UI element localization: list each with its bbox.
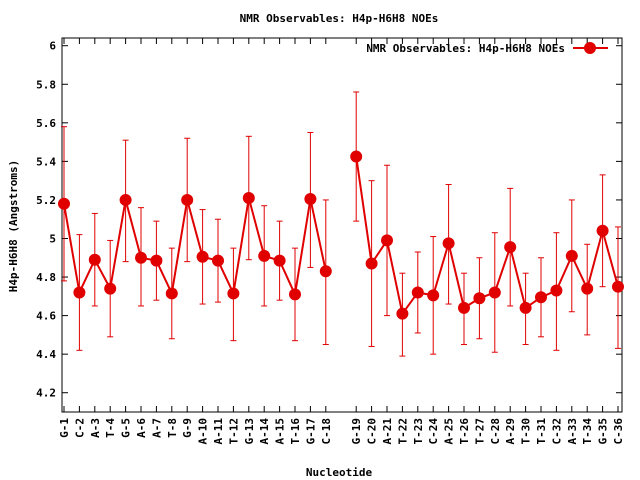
x-tick-label: A-15 (274, 418, 287, 445)
x-tick-label: T-34 (581, 418, 594, 445)
data-point (473, 292, 486, 305)
x-tick-label: A-7 (150, 418, 163, 438)
x-axis-label: Nucleotide (306, 466, 373, 479)
x-tick-label: A-25 (443, 418, 456, 445)
data-point (165, 287, 178, 300)
data-point (442, 237, 455, 250)
data-point (612, 280, 624, 293)
x-tick-label: T-22 (396, 418, 409, 445)
x-tick-label: C-32 (550, 418, 563, 445)
data-point (504, 241, 517, 254)
y-tick-label: 4.4 (36, 348, 56, 361)
x-tick-label: A-33 (566, 418, 579, 445)
data-point (581, 282, 594, 295)
data-point (565, 249, 578, 262)
x-tick-label: A-11 (212, 418, 225, 445)
y-tick-label: 5.4 (36, 155, 56, 168)
x-tick-label: A-6 (135, 418, 148, 438)
x-tick-label: T-23 (412, 418, 425, 445)
data-point (519, 301, 532, 314)
x-tick-label: C-24 (427, 418, 440, 445)
data-point (58, 197, 70, 210)
x-tick-label: A-21 (381, 418, 394, 445)
data-point (396, 307, 409, 320)
data-point (88, 253, 101, 266)
legend-marker (584, 42, 596, 54)
data-point (304, 192, 317, 205)
x-tick-label: T-27 (473, 418, 486, 445)
data-point (119, 193, 132, 206)
data-point (73, 286, 86, 299)
x-tick-label: G-35 (597, 418, 610, 445)
data-point (227, 287, 240, 300)
chart-title: NMR Observables: H4p-H6H8 NOEs (240, 12, 439, 25)
data-point (458, 301, 470, 314)
y-tick-label: 6 (49, 40, 56, 53)
y-axis-label: H4p-H6H8 (Angstroms) (7, 160, 20, 292)
data-point (150, 254, 163, 267)
x-tick-label: C-18 (320, 418, 333, 445)
x-tick-label: C-2 (73, 418, 86, 438)
data-point (427, 289, 440, 302)
y-tick-label: 4.2 (36, 387, 56, 400)
x-tick-label: C-28 (489, 418, 502, 445)
data-point (550, 284, 563, 297)
data-point (135, 251, 147, 264)
x-tick-label: G-13 (243, 418, 256, 445)
y-tick-label: 4.6 (36, 310, 56, 323)
data-point (242, 192, 255, 205)
x-tick-label: A-14 (258, 418, 271, 445)
x-tick-label: T-30 (520, 418, 533, 445)
x-tick-label: G-9 (181, 418, 194, 438)
x-tick-label: G-17 (304, 418, 317, 445)
x-tick-label: T-16 (289, 418, 302, 445)
x-tick-label: T-31 (535, 418, 548, 445)
data-point (181, 193, 194, 206)
data-point (365, 257, 378, 270)
x-tick-label: T-4 (104, 418, 117, 438)
data-point (535, 291, 547, 304)
y-tick-label: 5.8 (36, 78, 56, 91)
y-tick-label: 5 (49, 232, 56, 245)
x-tick-label: C-36 (612, 418, 625, 445)
data-point (273, 254, 286, 267)
plot-frame (61, 37, 623, 413)
x-tick-label: T-26 (458, 418, 471, 445)
legend-label: NMR Observables: H4p-H6H8 NOEs (366, 42, 565, 55)
data-point (381, 234, 393, 247)
x-tick-label: A-3 (89, 418, 102, 438)
data-point (196, 250, 209, 263)
x-tick-label: T-12 (227, 418, 240, 445)
x-tick-label: A-29 (504, 418, 517, 445)
x-tick-label: A-10 (197, 418, 210, 445)
x-tick-label: G-19 (350, 418, 363, 445)
data-point (258, 249, 271, 262)
data-point (350, 150, 363, 163)
series-line (355, 156, 619, 317)
data-point (411, 286, 424, 299)
plot-area: 4.24.44.64.855.25.45.65.86G-1 C-2 A-3 T-4 G-… (36, 37, 625, 445)
x-tick-label: G-5 (120, 418, 133, 438)
data-point (596, 224, 609, 237)
x-tick-label: C-20 (366, 418, 379, 445)
x-tick-label: G-1 (58, 418, 71, 438)
legend: NMR Observables: H4p-H6H8 NOEs (366, 42, 608, 55)
data-point (488, 286, 501, 299)
y-tick-label: 5.2 (36, 194, 56, 207)
data-point (104, 282, 117, 295)
y-tick-label: 4.8 (36, 271, 56, 284)
data-point (212, 254, 224, 267)
y-tick-label: 5.6 (36, 117, 56, 130)
x-tick-label: T-8 (166, 418, 179, 438)
data-point (319, 265, 332, 278)
data-point (289, 288, 301, 301)
